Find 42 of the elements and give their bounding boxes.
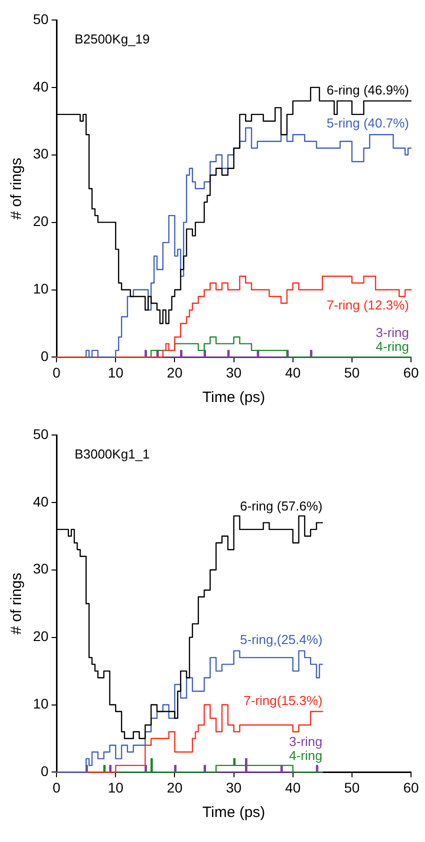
series-label: 5-ring (40.7%): [326, 116, 410, 131]
y-tick-label: 30: [32, 146, 49, 162]
x-tick-label: 50: [344, 779, 360, 796]
y-tick-label: 0: [40, 763, 49, 780]
x-tick-label: 10: [108, 364, 124, 380]
x-tick-label: 20: [166, 779, 183, 796]
x-tick-label: 30: [226, 364, 242, 380]
y-tick-label: 40: [32, 493, 49, 510]
x-tick-label: 30: [226, 779, 242, 796]
x-tick-label: 60: [403, 779, 419, 796]
series-label: 3-ring: [376, 324, 410, 340]
series-label: 7-ring(15.3%): [244, 693, 322, 708]
text: B3000Kg1_1: [74, 446, 150, 462]
x-tick-label: 60: [403, 364, 419, 380]
y-tick-label: 0: [40, 348, 49, 364]
series-label: 5-ring,(25.4%): [240, 632, 322, 647]
series-label: 6-ring (46.9%): [326, 82, 410, 98]
y-tick-label: 50: [32, 10, 49, 27]
x-tick-label: 40: [285, 779, 301, 796]
y-axis-title: # of rings: [8, 158, 26, 220]
x-tick-label: 10: [108, 779, 124, 796]
x-axis-title: Time (ps): [202, 804, 266, 822]
y-tick-label: 10: [32, 280, 49, 297]
x-tick-label: 0: [52, 779, 61, 796]
series-label: 4-ring: [289, 748, 322, 763]
series-label: 7-ring (12.3%): [326, 297, 410, 312]
x-tick-label: 50: [344, 364, 360, 380]
x-tick-label: 40: [285, 364, 301, 380]
series-label: 6-ring (57.6%): [240, 498, 322, 514]
x-axis-title: Time (ps): [202, 389, 266, 406]
y-tick-label: 30: [32, 560, 49, 577]
y-tick-label: 20: [32, 213, 49, 230]
y-tick-label: 10: [32, 696, 49, 712]
y-axis-title: # of rings: [8, 572, 26, 634]
y-tick-label: 20: [32, 628, 49, 644]
x-tick-label: 20: [166, 364, 183, 380]
y-tick-label: 50: [32, 426, 49, 442]
text: B2500Kg_19: [74, 32, 150, 47]
y-tick-label: 40: [32, 78, 49, 94]
series-label: 4-ring: [376, 338, 410, 354]
x-tick-label: 0: [52, 364, 61, 380]
series-label: 3-ring: [289, 734, 322, 749]
